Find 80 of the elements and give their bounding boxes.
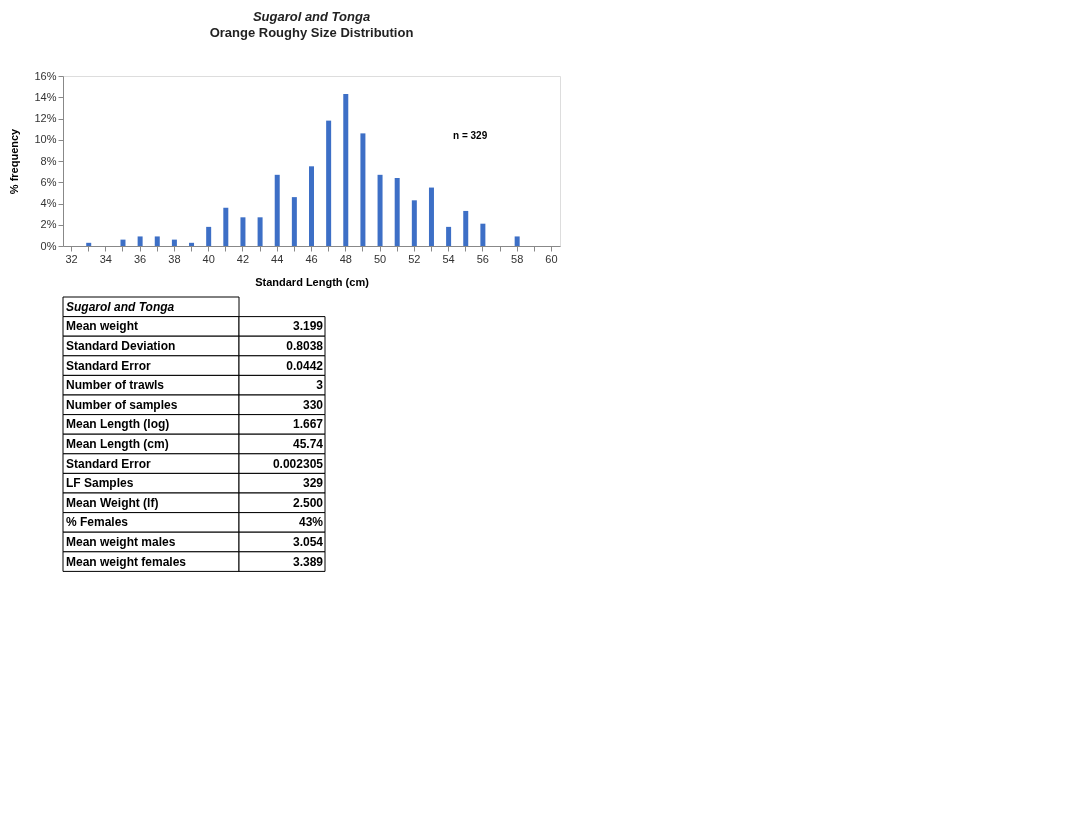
x-tick-label: 42 xyxy=(236,252,250,265)
category-label: Mean weight females xyxy=(66,554,187,569)
category-label: Standard Error xyxy=(66,358,152,373)
y-tick-label: 10% xyxy=(34,133,57,146)
bar xyxy=(309,166,314,246)
bar xyxy=(274,174,280,246)
x-tick-label: 60 xyxy=(545,252,558,265)
text: 3.054 xyxy=(292,535,323,549)
x-axis-title: Standard Length (cm) xyxy=(255,275,370,288)
x-tick-label: 48 xyxy=(339,252,352,265)
y-tick-label: 4% xyxy=(40,197,57,209)
text: 329 xyxy=(302,476,323,491)
category-label: Mean Weight (lf) xyxy=(66,495,159,510)
y-tick-label: 12% xyxy=(34,112,57,124)
x-tick-label: 46 xyxy=(305,252,318,265)
x-tick-label: 58 xyxy=(511,252,524,265)
bar xyxy=(360,133,366,246)
text: Sugarol and Tonga xyxy=(66,299,175,314)
y-axis-title: % frequency xyxy=(8,127,21,195)
bar xyxy=(377,174,383,246)
category-label: LF Samples xyxy=(66,476,134,491)
y-tick-label: 16% xyxy=(34,69,57,82)
bar xyxy=(343,94,349,246)
text: 0.8038 xyxy=(286,339,323,353)
x-tick-label: 40 xyxy=(202,252,215,265)
bar xyxy=(154,236,160,246)
text: 45.74 xyxy=(292,437,323,451)
category-label: Mean weight males xyxy=(66,535,176,549)
y-tick-label: 0% xyxy=(40,239,57,252)
text: 0.0442 xyxy=(286,358,323,373)
category-label: Number of trawls xyxy=(66,378,165,393)
annotation: n = 329 xyxy=(453,130,488,141)
x-tick-label: 54 xyxy=(442,252,455,265)
y-tick-label: 8% xyxy=(40,154,57,167)
bar xyxy=(411,200,417,246)
category-label: Mean Length (log) xyxy=(66,417,170,432)
chart-subtitle: Orange Roughy Size Distribution xyxy=(209,25,414,40)
category-label: % Females xyxy=(66,515,129,530)
category-label: Standard Deviation xyxy=(66,339,176,353)
x-tick-label: 50 xyxy=(373,252,387,265)
text: 3 xyxy=(316,378,323,393)
chart-title: Sugarol and Tonga xyxy=(252,9,371,24)
bar xyxy=(171,239,177,246)
text: 1.667 xyxy=(292,417,323,432)
y-tick-label: 2% xyxy=(40,218,57,231)
x-tick-label: 36 xyxy=(134,252,147,265)
bar xyxy=(223,207,229,246)
bar xyxy=(394,178,400,246)
bar xyxy=(206,226,212,246)
text: 2.500 xyxy=(292,495,323,510)
bar xyxy=(428,187,434,246)
category-label: Standard Error xyxy=(66,456,152,471)
category-label: Mean weight xyxy=(66,319,139,334)
bar xyxy=(514,236,520,246)
x-tick-label: 44 xyxy=(271,252,284,265)
x-tick-label: 56 xyxy=(476,252,489,265)
bar xyxy=(291,197,297,246)
x-tick-label: 38 xyxy=(168,252,181,265)
x-tick-label: 34 xyxy=(99,252,112,265)
bar xyxy=(86,242,92,246)
bar xyxy=(240,217,246,246)
x-tick-label: 32 xyxy=(65,252,78,265)
bar xyxy=(446,226,452,246)
y-tick-label: 6% xyxy=(40,175,57,188)
bar xyxy=(326,120,332,246)
bar xyxy=(257,217,263,246)
category-label: Mean Length (cm) xyxy=(66,437,169,451)
text: 43% xyxy=(298,515,323,530)
text: 330 xyxy=(302,397,323,412)
bar xyxy=(137,236,143,246)
bar xyxy=(120,239,126,246)
bar xyxy=(480,223,486,246)
text: 3.199 xyxy=(292,319,323,334)
text: 0.002305 xyxy=(272,456,323,471)
bar xyxy=(189,242,195,246)
text: 3.389 xyxy=(292,554,323,569)
category-label: Number of samples xyxy=(66,397,178,412)
x-tick-label: 52 xyxy=(408,252,421,265)
y-tick-label: 14% xyxy=(34,90,57,103)
bar xyxy=(463,210,469,246)
